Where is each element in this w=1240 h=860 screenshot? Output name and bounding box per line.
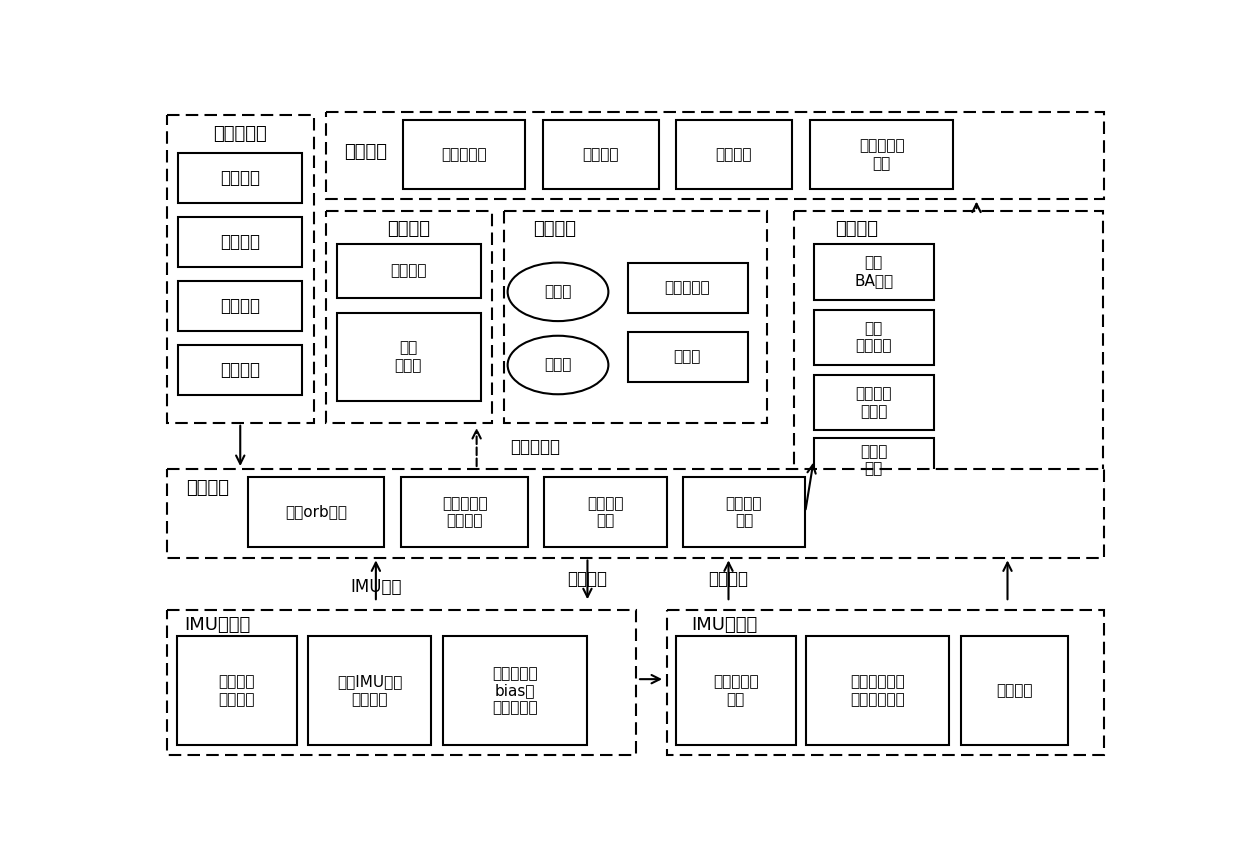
Text: 速度估计: 速度估计	[996, 683, 1033, 698]
Bar	[806, 636, 950, 746]
Bar	[325, 113, 1105, 199]
Text: 陀螺仪偏差
估计: 陀螺仪偏差 估计	[713, 674, 759, 707]
Bar	[403, 120, 526, 189]
Text: IMU预积分: IMU预积分	[184, 617, 250, 635]
Text: 地点识别: 地点识别	[387, 219, 430, 237]
Text: 更新当前
预积分量: 更新当前 预积分量	[218, 674, 255, 707]
Bar	[176, 636, 296, 746]
Text: 更新参数: 更新参数	[708, 570, 749, 588]
Text: 初始化相机
位姿估计: 初始化相机 位姿估计	[441, 496, 487, 528]
Text: 提取orb特征: 提取orb特征	[285, 505, 347, 519]
Bar	[627, 332, 748, 382]
Bar	[503, 211, 768, 423]
Bar	[309, 636, 432, 746]
Text: 生成树: 生成树	[673, 349, 701, 364]
Text: IMU初始化: IMU初始化	[692, 617, 758, 635]
Text: 图像降噪: 图像降噪	[221, 297, 260, 315]
Ellipse shape	[507, 335, 609, 394]
Text: IMU数据: IMU数据	[350, 578, 402, 596]
Text: 创建
新地图点: 创建 新地图点	[856, 321, 892, 353]
Text: 关键图优化: 关键图优化	[441, 147, 487, 163]
Bar	[325, 211, 492, 423]
Text: 地图构建: 地图构建	[533, 219, 575, 237]
Text: 共同可见图: 共同可见图	[665, 280, 711, 295]
Bar	[166, 114, 314, 423]
Text: 更新残差对
bias的
雅克比矩阵: 更新残差对 bias的 雅克比矩阵	[492, 666, 538, 716]
Text: 局部
BA调整: 局部 BA调整	[854, 255, 893, 288]
Bar	[961, 636, 1068, 746]
Text: 回环闭合: 回环闭合	[345, 143, 387, 161]
Text: 跟踪线程: 跟踪线程	[186, 479, 229, 497]
Bar	[813, 375, 934, 431]
Bar	[627, 262, 748, 313]
Text: 地图初始化: 地图初始化	[510, 439, 559, 457]
Bar	[248, 477, 383, 547]
Bar	[795, 211, 1102, 488]
Bar	[544, 477, 667, 547]
Text: 更新IMU残差
和标准差: 更新IMU残差 和标准差	[337, 674, 402, 707]
Text: 回环检测: 回环检测	[715, 147, 753, 163]
Text: 图像预处理: 图像预处理	[213, 125, 267, 143]
Bar	[813, 310, 934, 365]
Text: 当前关键帧
剔除: 当前关键帧 剔除	[859, 138, 904, 171]
Bar	[179, 218, 303, 267]
Bar	[667, 610, 1105, 754]
Bar	[683, 477, 805, 547]
Text: 位姿信息: 位姿信息	[568, 570, 608, 588]
Bar	[402, 477, 528, 547]
Bar	[810, 120, 954, 189]
Bar	[179, 281, 303, 331]
Text: 识别
数据集: 识别 数据集	[394, 341, 422, 372]
Text: 当前地图
点剔除: 当前地图 点剔除	[856, 386, 892, 419]
Bar	[166, 469, 1105, 557]
Bar	[813, 244, 934, 299]
Bar	[179, 153, 303, 203]
Bar	[813, 438, 934, 482]
Text: 回环融合: 回环融合	[583, 147, 619, 163]
Bar	[337, 244, 481, 298]
Text: 局部建图: 局部建图	[835, 219, 878, 237]
Text: 输入图像: 输入图像	[221, 169, 260, 187]
Ellipse shape	[507, 262, 609, 321]
Text: 关键帧
插入: 关键帧 插入	[861, 444, 888, 476]
Text: 输出图像: 输出图像	[221, 360, 260, 378]
Text: 尺度和重力加
速度方向估计: 尺度和重力加 速度方向估计	[851, 674, 905, 707]
Text: 图像去雾: 图像去雾	[221, 233, 260, 251]
Text: 关键帧: 关键帧	[544, 358, 572, 372]
Bar	[676, 120, 792, 189]
Bar	[166, 610, 635, 754]
Text: 跟踪局部
地图: 跟踪局部 地图	[587, 496, 624, 528]
Bar	[543, 120, 658, 189]
Bar	[676, 636, 796, 746]
Text: 新关键帧
判定: 新关键帧 判定	[725, 496, 763, 528]
Bar	[444, 636, 587, 746]
Bar	[337, 313, 481, 401]
Text: 视觉词袋: 视觉词袋	[391, 263, 427, 279]
Text: 地图点: 地图点	[544, 285, 572, 299]
Bar	[179, 345, 303, 395]
